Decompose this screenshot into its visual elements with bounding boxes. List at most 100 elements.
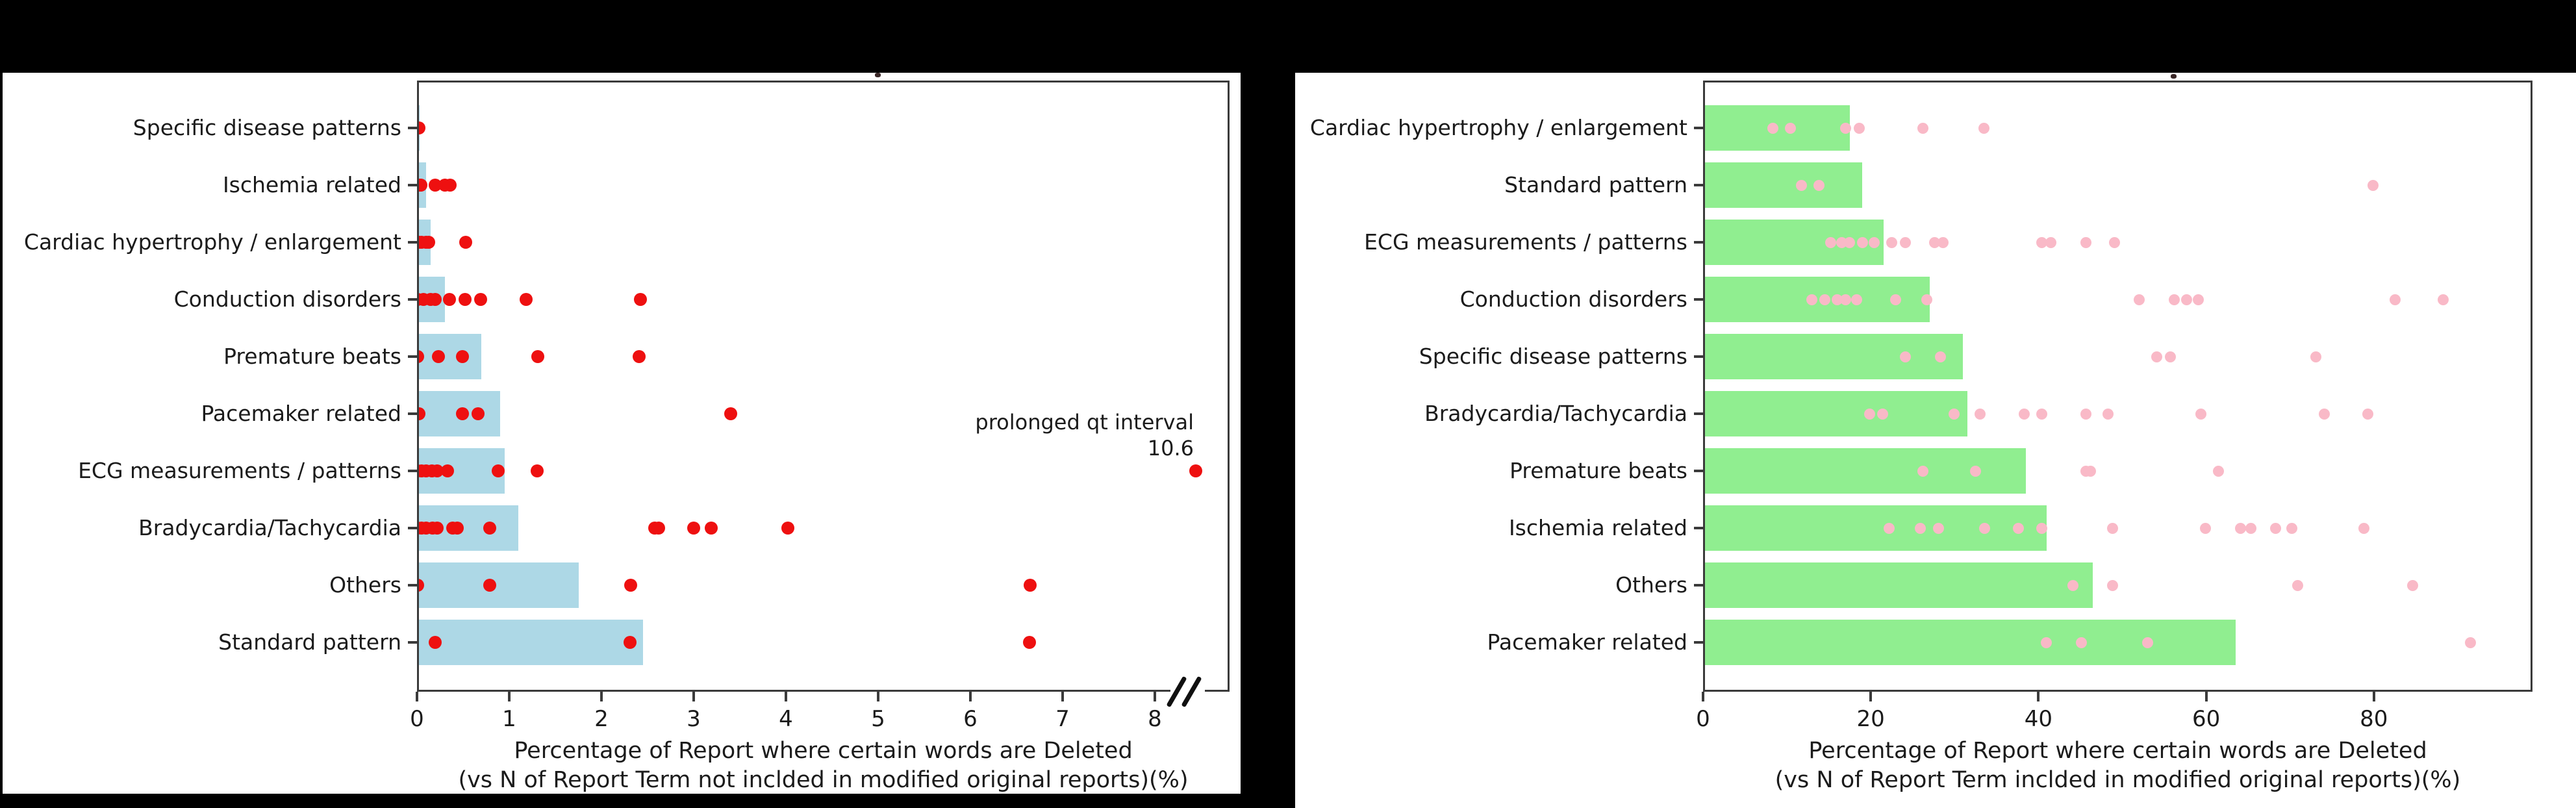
scatter-point — [2133, 294, 2145, 305]
scatter-point — [1937, 236, 1949, 248]
x-tick-mark — [1702, 692, 1704, 701]
scatter-point — [2075, 637, 2087, 648]
scatter-point — [2438, 294, 2449, 305]
scatter-point — [2018, 408, 2030, 420]
x-axis-label-line1: Percentage of Report where certain words… — [514, 738, 1133, 764]
x-tick-mark — [1154, 692, 1156, 701]
scatter-point — [531, 350, 545, 363]
scatter-point — [2193, 294, 2204, 305]
x-tick-label: 4 — [779, 706, 793, 732]
scatter-point — [624, 579, 638, 592]
scatter-point — [530, 464, 544, 477]
y-tick-mark — [408, 584, 417, 587]
category-bar — [417, 334, 482, 379]
x-tick-mark — [600, 692, 603, 701]
y-tick-mark — [408, 127, 417, 129]
y-category-label: Standard pattern — [1504, 172, 1687, 197]
scatter-point — [1022, 636, 1036, 649]
y-category-label: Standard pattern — [218, 629, 401, 655]
scatter-point — [458, 293, 472, 306]
category-bar — [1703, 334, 1964, 379]
scatter-point — [2310, 351, 2322, 362]
scatter-point — [2358, 522, 2369, 534]
y-category-label: Ischemia related — [1508, 515, 1687, 540]
category-bar — [1703, 220, 1884, 265]
y-category-label: ECG measurements / patterns — [78, 458, 401, 483]
outlier-annotation: prolonged qt interval 10.6 — [975, 409, 1194, 461]
y-tick-mark — [1694, 470, 1703, 472]
x-axis-label: Percentage of Report where certain words… — [336, 737, 1311, 795]
y-tick-mark — [1694, 412, 1703, 415]
y-category-label: Others — [329, 572, 401, 598]
scatter-point — [687, 522, 700, 535]
x-tick-label: 60 — [2191, 706, 2221, 732]
category-bar — [417, 562, 579, 608]
scatter-point — [2080, 236, 2092, 248]
y-category-label: Others — [1615, 572, 1687, 598]
y-tick-mark — [1694, 527, 1703, 529]
scatter-point — [2151, 351, 2162, 362]
scatter-point — [1836, 236, 1847, 248]
x-tick-mark — [416, 692, 418, 701]
y-tick-mark — [408, 641, 417, 644]
scatter-point — [442, 293, 456, 306]
scatter-point — [429, 636, 442, 649]
clipped-title-mark — [2171, 74, 2177, 79]
outlier-annotation-value: 10.6 — [1147, 436, 1194, 461]
scatter-point — [2067, 579, 2078, 591]
scatter-point — [1899, 236, 1911, 248]
x-tick-label: 7 — [1055, 706, 1070, 732]
scatter-point — [431, 522, 444, 535]
y-category-label: Specific disease patterns — [133, 115, 401, 140]
scatter-point — [1839, 122, 1851, 134]
scatter-point — [1839, 294, 1851, 305]
y-tick-mark — [408, 298, 417, 301]
scatter-point — [2169, 294, 2180, 305]
scatter-point — [1819, 294, 1830, 305]
scatter-point — [422, 236, 436, 249]
scatter-point — [1979, 522, 1991, 534]
x-tick-label: 6 — [963, 706, 978, 732]
scatter-point — [1914, 522, 1926, 534]
scatter-point — [1876, 408, 1888, 420]
scatter-point — [1899, 351, 1911, 362]
y-category-label: Bradycardia/Tachycardia — [138, 515, 401, 540]
x-axis-label-line2: (vs N of Report Term not inclded in modi… — [458, 767, 1189, 793]
x-tick-label: 0 — [410, 706, 424, 732]
scatter-point — [431, 350, 445, 363]
scatter-point — [1933, 522, 1945, 534]
scatter-point — [2199, 522, 2211, 534]
x-tick-label: 1 — [502, 706, 516, 732]
y-tick-mark — [408, 241, 417, 244]
y-category-label: Ischemia related — [222, 172, 401, 197]
scatter-point — [2213, 465, 2225, 477]
scatter-point — [1767, 122, 1778, 134]
y-category-label: Conduction disorders — [173, 286, 401, 312]
scatter-point — [455, 407, 469, 420]
scatter-point — [459, 236, 473, 249]
scatter-point — [2141, 637, 2153, 648]
scatter-point — [2406, 579, 2418, 591]
x-tick-label: 5 — [871, 706, 885, 732]
scatter-point — [1884, 522, 1895, 534]
scatter-point — [2045, 236, 2057, 248]
scatter-point — [1850, 294, 1862, 305]
category-bar — [1703, 391, 1967, 436]
scatter-point — [633, 293, 647, 306]
scatter-point — [1917, 122, 1928, 134]
category-bar — [1703, 562, 2093, 608]
scatter-point — [2036, 408, 2048, 420]
scatter-point — [451, 522, 464, 535]
scatter-point — [1974, 408, 1986, 420]
clipped-title-mark — [875, 73, 881, 77]
scatter-point — [2245, 522, 2256, 534]
x-tick-mark — [1061, 692, 1064, 701]
x-axis-label-line2: (vs N of Report Term inclded in modified… — [1774, 767, 2461, 793]
y-tick-mark — [1694, 355, 1703, 358]
y-category-label: Conduction disorders — [1459, 286, 1687, 312]
scatter-point — [417, 579, 425, 592]
x-tick-label: 80 — [2360, 706, 2388, 732]
x-tick-mark — [508, 692, 511, 701]
scatter-point — [1813, 179, 1825, 191]
